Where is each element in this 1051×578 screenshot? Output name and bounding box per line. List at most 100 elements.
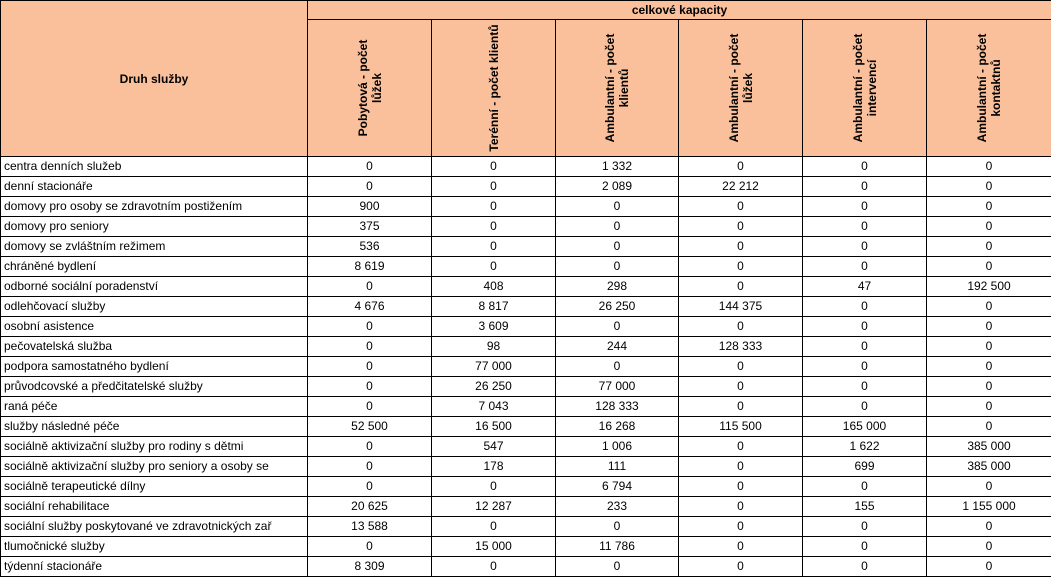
value-cell: 0 (678, 276, 803, 297)
value-cell: 0 (431, 516, 556, 537)
value-cell: 0 (555, 356, 679, 377)
table-row: týdenní stacionáře 8 309 0 0 0 0 0 (0, 556, 1051, 577)
value-cell: 0 (555, 316, 679, 337)
column-header-residential-beds: Pobytová - počet lůžek (307, 19, 432, 157)
table-row: domovy se zvláštním režimem 536 0 0 0 0 0 (0, 236, 1051, 257)
service-name-cell: pečovatelská služba (0, 336, 308, 357)
value-cell: 128 333 (678, 336, 803, 357)
value-cell: 0 (802, 556, 927, 577)
value-cell: 0 (678, 216, 803, 237)
value-cell: 0 (925, 216, 1051, 237)
value-cell: 0 (802, 196, 927, 217)
value-cell: 6 794 (555, 476, 679, 497)
value-cell: 22 212 (678, 176, 803, 197)
value-cell: 0 (431, 156, 556, 177)
value-cell: 12 287 (431, 496, 556, 517)
table-row: tlumočnické služby 0 15 000 11 786 0 0 0 (0, 536, 1051, 557)
value-cell: 192 500 (925, 276, 1051, 297)
value-cell: 0 (431, 176, 556, 197)
service-name-cell: sociální služby poskytované ve zdravotni… (0, 516, 308, 537)
value-cell: 0 (307, 176, 432, 197)
value-cell: 0 (307, 336, 432, 357)
column-header-outpatient-beds: Ambulantní - počet lůžek (678, 19, 803, 157)
value-cell: 0 (802, 216, 927, 237)
table-row: pečovatelská služba 0 98 244 128 333 0 0 (0, 336, 1051, 357)
service-name-cell: sociálně aktivizační služby pro seniory … (0, 456, 308, 477)
value-cell: 0 (555, 556, 679, 577)
value-cell: 385 000 (925, 456, 1051, 477)
value-cell: 0 (925, 556, 1051, 577)
service-name-cell: odlehčovací služby (0, 296, 308, 317)
value-cell: 244 (555, 336, 679, 357)
value-cell: 536 (307, 236, 432, 257)
service-name-cell: domovy pro osoby se zdravotním postižení… (0, 196, 308, 217)
value-cell: 115 500 (678, 416, 803, 437)
service-name-cell: raná péče (0, 396, 308, 417)
group-header-total-capacity: celkové kapacity (306, 0, 1051, 20)
row-header-service-type: Druh služby (0, 0, 308, 157)
service-name-cell: podpora samostatného bydlení (0, 356, 308, 377)
value-cell: 0 (802, 376, 927, 397)
value-cell: 699 (802, 456, 927, 477)
service-name-cell: chráněné bydlení (0, 256, 308, 277)
value-cell: 0 (307, 156, 432, 177)
service-name-cell: týdenní stacionáře (0, 556, 308, 577)
value-cell: 0 (678, 256, 803, 277)
service-name-cell: služby následné péče (0, 416, 308, 437)
table-row: denní stacionáře 0 0 2 089 22 212 0 0 (0, 176, 1051, 197)
value-cell: 0 (802, 516, 927, 537)
table-row: sociální rehabilitace 20 625 12 287 233 0 155… (0, 496, 1051, 517)
value-cell: 0 (678, 456, 803, 477)
value-cell: 1 622 (802, 436, 927, 457)
value-cell: 0 (678, 436, 803, 457)
value-cell: 0 (307, 476, 432, 497)
table-row: sociálně terapeutické dílny 0 0 6 794 0 0 0 (0, 476, 1051, 497)
value-cell: 0 (431, 556, 556, 577)
table-row: odlehčovací služby 4 676 8 817 26 250 144 37… (0, 296, 1051, 317)
column-header-outpatient-interventions: Ambulantní - počet intervencí (802, 19, 927, 157)
value-cell: 0 (925, 156, 1051, 177)
table-row: odborné sociální poradenství 0 408 298 0 47 19… (0, 276, 1051, 297)
value-cell: 155 (802, 496, 927, 517)
value-cell: 77 000 (555, 376, 679, 397)
value-cell: 0 (678, 196, 803, 217)
service-name-cell: domovy se zvláštním režimem (0, 236, 308, 257)
value-cell: 0 (925, 336, 1051, 357)
column-header-outpatient-contacts: Ambulantní - počet kontaktnů (925, 19, 1051, 157)
value-cell: 0 (802, 156, 927, 177)
value-cell: 0 (431, 196, 556, 217)
value-cell: 0 (555, 516, 679, 537)
value-cell: 0 (925, 196, 1051, 217)
service-name-cell: denní stacionáře (0, 176, 308, 197)
service-name-cell: osobní asistence (0, 316, 308, 337)
value-cell: 16 500 (431, 416, 556, 437)
value-cell: 0 (925, 376, 1051, 397)
table-row: průvodcovské a předčitatelské služby 0 26 … (0, 376, 1051, 397)
value-cell: 0 (802, 256, 927, 277)
value-cell: 111 (555, 456, 679, 477)
value-cell: 0 (925, 536, 1051, 557)
value-cell: 98 (431, 336, 556, 357)
value-cell: 0 (431, 476, 556, 497)
value-cell: 0 (307, 456, 432, 477)
value-cell: 233 (555, 496, 679, 517)
value-cell: 0 (802, 296, 927, 317)
value-cell: 0 (802, 316, 927, 337)
value-cell: 7 043 (431, 396, 556, 417)
value-cell: 0 (678, 356, 803, 377)
value-cell: 0 (678, 516, 803, 537)
value-cell: 144 375 (678, 296, 803, 317)
value-cell: 16 268 (555, 416, 679, 437)
service-name-cell: sociálně terapeutické dílny (0, 476, 308, 497)
value-cell: 1 332 (555, 156, 679, 177)
value-cell: 0 (925, 296, 1051, 317)
value-cell: 298 (555, 276, 679, 297)
value-cell: 20 625 (307, 496, 432, 517)
value-cell: 8 817 (431, 296, 556, 317)
value-cell: 0 (925, 416, 1051, 437)
value-cell: 0 (307, 316, 432, 337)
value-cell: 0 (925, 316, 1051, 337)
value-cell: 0 (555, 236, 679, 257)
value-cell: 0 (925, 176, 1051, 197)
